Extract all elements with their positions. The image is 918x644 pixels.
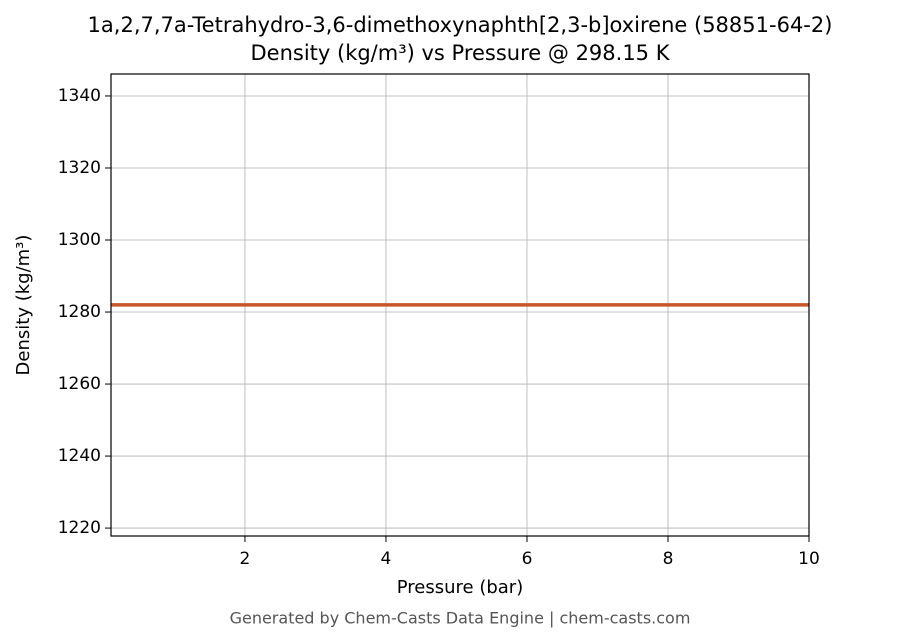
y-axis-label: Density (kg/m³) xyxy=(13,235,34,376)
y-tick-label: 1280 xyxy=(58,302,101,322)
x-axis-label: Pressure (bar) xyxy=(397,577,523,598)
y-tick-label: 1240 xyxy=(58,446,101,466)
y-tick-label: 1320 xyxy=(58,158,101,178)
y-tick-label: 1340 xyxy=(58,86,101,106)
x-tick-label: 8 xyxy=(663,549,674,569)
x-tick-label: 6 xyxy=(522,549,533,569)
y-tick-label: 1220 xyxy=(58,518,101,538)
footer: Generated by Chem-Casts Data Engine | ch… xyxy=(230,609,691,628)
chart-subtitle: Density (kg/m³) vs Pressure @ 298.15 K xyxy=(250,41,670,65)
chart-title: 1a,2,7,7a-Tetrahydro-3,6-dimethoxynaphth… xyxy=(88,13,833,37)
x-tick-label: 10 xyxy=(798,549,820,569)
x-tick-label: 4 xyxy=(381,549,392,569)
x-tick-label: 2 xyxy=(240,549,251,569)
plot-frame xyxy=(110,73,810,537)
y-tick-label: 1300 xyxy=(58,230,101,250)
y-tick-label: 1260 xyxy=(58,374,101,394)
